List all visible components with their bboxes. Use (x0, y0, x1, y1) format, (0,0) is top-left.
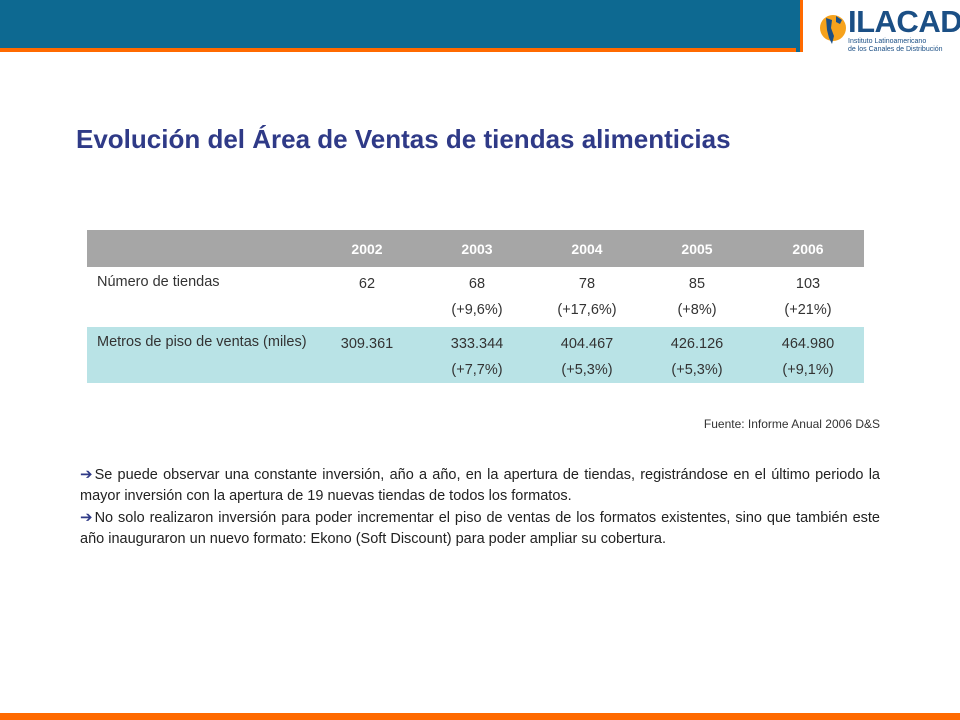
table-cell: 68 (+9,6%) (422, 267, 532, 327)
bullet-list: ➔ Se puede observar una constante inversi… (80, 464, 880, 550)
row-label: Metros de piso de ventas (miles) (87, 327, 312, 383)
cell-value: 103 (795, 276, 821, 292)
table-row: Metros de piso de ventas (miles) 309.361… (87, 327, 864, 383)
header-cell-2006: 2006 (752, 230, 864, 267)
cell-percent: (+5,3%) (671, 362, 723, 378)
source-note: Fuente: Informe Anual 2006 D&S (703, 417, 880, 431)
logo-subtitle: Instituto Latinoamericano de los Canales… (848, 38, 943, 54)
table-cell: 404.467 (+5,3%) (532, 327, 642, 383)
cell-value: 426.126 (670, 336, 724, 352)
sales-area-table: 2002 2003 2004 2005 2006 Número de tiend… (87, 230, 864, 383)
cell-percent: (+7,7%) (451, 362, 503, 378)
header-cell-2004: 2004 (532, 230, 642, 267)
bullet-item: ➔ No solo realizaron inversión para poder… (80, 507, 880, 550)
table-cell: 78 (+17,6%) (532, 267, 642, 327)
footer-accent-bar (0, 713, 960, 720)
table-cell: 333.344 (+7,7%) (422, 327, 532, 383)
table-cell: 62 (312, 267, 422, 327)
header-cell-2002: 2002 (312, 230, 422, 267)
bullet-text: No solo realizaron inversión para poder … (80, 510, 880, 547)
logo-subtitle-line2: de los Canales de Distribución (848, 46, 943, 53)
cell-value: 309.361 (340, 336, 394, 352)
cell-value: 85 (688, 276, 706, 292)
cell-percent: (+21%) (784, 302, 832, 318)
cell-value: 68 (468, 276, 486, 292)
cell-value: 404.467 (560, 336, 614, 352)
table-cell: 85 (+8%) (642, 267, 752, 327)
logo-subtitle-line1: Instituto Latinoamericano (848, 38, 927, 45)
header-divider-blue (796, 0, 800, 52)
cell-percent: (+9,1%) (782, 362, 834, 378)
cell-value: 464.980 (781, 336, 835, 352)
bullet-text: Se puede observar una constante inversió… (80, 467, 880, 504)
table-cell: 464.980 (+9,1%) (752, 327, 864, 383)
header-cell-2005: 2005 (642, 230, 752, 267)
logo-name: ILACAD (848, 4, 960, 39)
header-bar (0, 0, 796, 48)
cell-percent: (+5,3%) (561, 362, 613, 378)
table-header-row: 2002 2003 2004 2005 2006 (87, 230, 864, 267)
arrow-right-icon: ➔ (80, 466, 93, 483)
cell-value: 78 (578, 276, 596, 292)
header-divider-orange (800, 0, 803, 52)
cell-percent: (+9,6%) (451, 302, 503, 318)
header-accent-line (0, 48, 796, 52)
header-cell-2003: 2003 (422, 230, 532, 267)
bullet-item: ➔ Se puede observar una constante inversi… (80, 464, 880, 507)
arrow-right-icon: ➔ (80, 509, 93, 526)
table-cell: 309.361 (312, 327, 422, 383)
cell-value: 333.344 (450, 336, 504, 352)
row-label: Número de tiendas (87, 267, 312, 327)
cell-percent: (+17,6%) (557, 302, 617, 318)
cell-percent: (+8%) (677, 302, 717, 318)
slide-title: Evolución del Área de Ventas de tiendas … (76, 124, 731, 154)
header-cell (87, 230, 312, 267)
globe-icon (820, 15, 846, 44)
ilacad-logo: ILACAD Instituto Latinoamericano de los … (818, 4, 960, 54)
table-row: Número de tiendas 62 68 (+9,6%) 78 (+17,6%… (87, 267, 864, 327)
cell-value: 62 (358, 276, 376, 292)
table-cell: 426.126 (+5,3%) (642, 327, 752, 383)
table-cell: 103 (+21%) (752, 267, 864, 327)
